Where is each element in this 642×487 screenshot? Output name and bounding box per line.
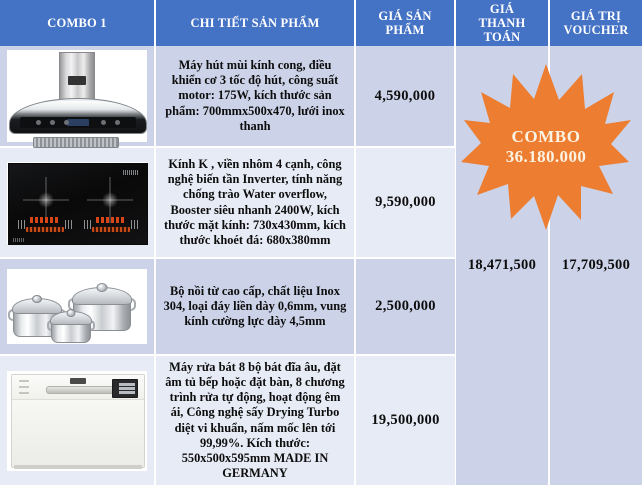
pot-small [47, 309, 95, 343]
column-header-combo: COMBO 1 [0, 0, 156, 46]
total-payment-value: 18,471,500 [467, 257, 537, 273]
product-price: 2,500,000 [355, 258, 455, 356]
cooktop-display-right [96, 216, 124, 223]
cooktop-glass-surface [8, 162, 148, 245]
cooktop-control-left [18, 216, 72, 235]
pot-knob [66, 309, 76, 317]
cookware-set-image [7, 269, 147, 344]
header-row: COMBO 1 CHI TIẾT SẢN PHẨM GIÁ SẢN PHẨM G… [0, 0, 642, 46]
dishwasher-brand-logo [70, 377, 86, 384]
column-header-voucher-line2: VOUCHER [563, 23, 629, 37]
cooktop-touch-keys-right [84, 219, 91, 229]
table-row: Bộ nồi từ cao cấp, chất liệu Inox 304, l… [0, 258, 642, 356]
table-header: COMBO 1 CHI TIẾT SẢN PHẨM GIÁ SẢN PHẨM G… [0, 0, 642, 46]
product-description: Kính K , viền nhôm 4 cạnh, công nghệ biế… [155, 147, 356, 259]
product-price: 19,500,000 [355, 355, 455, 487]
cooktop-display-left [30, 216, 58, 223]
table-row: Máy rửa bát 8 bộ bát đĩa âu, đặt âm tủ b… [0, 355, 642, 487]
dishwasher-indicator-lights [19, 379, 31, 395]
product-image-cell [0, 355, 156, 487]
table-body: Máy hút mùi kính cong, điều khiển cơ 3 t… [0, 46, 642, 487]
dishwasher-cabinet [11, 373, 145, 469]
pot-large [68, 283, 136, 331]
product-image-cell [0, 46, 156, 148]
product-image-cell [0, 258, 156, 356]
cooktop-zone-left [23, 177, 69, 223]
cooktop-control-right [84, 216, 138, 235]
product-description: Máy rửa bát 8 bộ bát đĩa âu, đặt âm tủ b… [155, 355, 356, 487]
hood-knob [36, 120, 41, 125]
table-row: Máy hút mùi kính cong, điều khiển cơ 3 t… [0, 46, 642, 487]
cooktop-touch-keys-right [131, 219, 138, 229]
product-description: Bộ nồi từ cao cấp, chất liệu Inox 304, l… [155, 258, 356, 356]
hood-knob [101, 120, 106, 125]
product-price: 9,590,000 [355, 147, 455, 259]
table-row: Kính K , viền nhôm 4 cạnh, công nghệ biế… [0, 147, 642, 259]
hood-knob [50, 120, 55, 125]
total-voucher-cell: 17,709,500 [549, 46, 642, 487]
cooktop-zone-right [87, 177, 133, 223]
column-header-voucher-line1: GIÁ TRỊ [570, 9, 622, 23]
range-hood-image [7, 50, 147, 148]
hood-glass-reflection [16, 101, 140, 114]
hood-knob [64, 120, 69, 125]
total-payment-cell: 18,471,500 [455, 46, 550, 487]
column-header-payment-line1: GIÁ [489, 2, 515, 16]
total-voucher-value: 17,709,500 [561, 257, 631, 273]
product-description: Máy hút mùi kính cong, điều khiển cơ 3 t… [155, 46, 356, 148]
cooktop-slider-right [92, 226, 130, 232]
pot-knob [32, 295, 42, 303]
hood-glass-canopy [9, 98, 147, 134]
product-price: 4,590,000 [355, 46, 456, 148]
dishwasher-display [112, 378, 138, 398]
cooktop-brand-logo [123, 169, 139, 175]
cooktop-slider-left [26, 226, 64, 232]
column-header-detail: CHI TIẾT SẢN PHẨM [155, 0, 356, 46]
hood-knob [115, 120, 120, 125]
dishwasher-control-area [12, 374, 144, 400]
cooktop-touch-keys-left [18, 219, 25, 229]
column-header-voucher: GIÁ TRỊ VOUCHER [549, 0, 642, 46]
hood-control-panel [20, 117, 136, 128]
combo-price-table-sheet: COMBO 1 CHI TIẾT SẢN PHẨM GIÁ SẢN PHẨM G… [0, 0, 642, 475]
dishwasher-base [14, 464, 142, 469]
induction-cooktop-image [7, 161, 148, 245]
hood-brand-logo [68, 76, 86, 85]
column-header-price: GIÁ SẢN PHẨM [355, 0, 456, 46]
column-header-payment: GIÁ THANH TOÁN [455, 0, 550, 46]
pot-knob [96, 283, 108, 292]
cooktop-model-label [13, 237, 25, 242]
dishwasher-door-handle [46, 385, 116, 394]
column-header-payment-line2: THANH TOÁN [478, 16, 526, 44]
cooktop-touch-keys-left [65, 219, 72, 229]
hood-grease-filter [33, 137, 119, 148]
product-image-cell [0, 147, 156, 259]
dishwasher-image [7, 370, 147, 471]
hood-display [67, 119, 89, 126]
